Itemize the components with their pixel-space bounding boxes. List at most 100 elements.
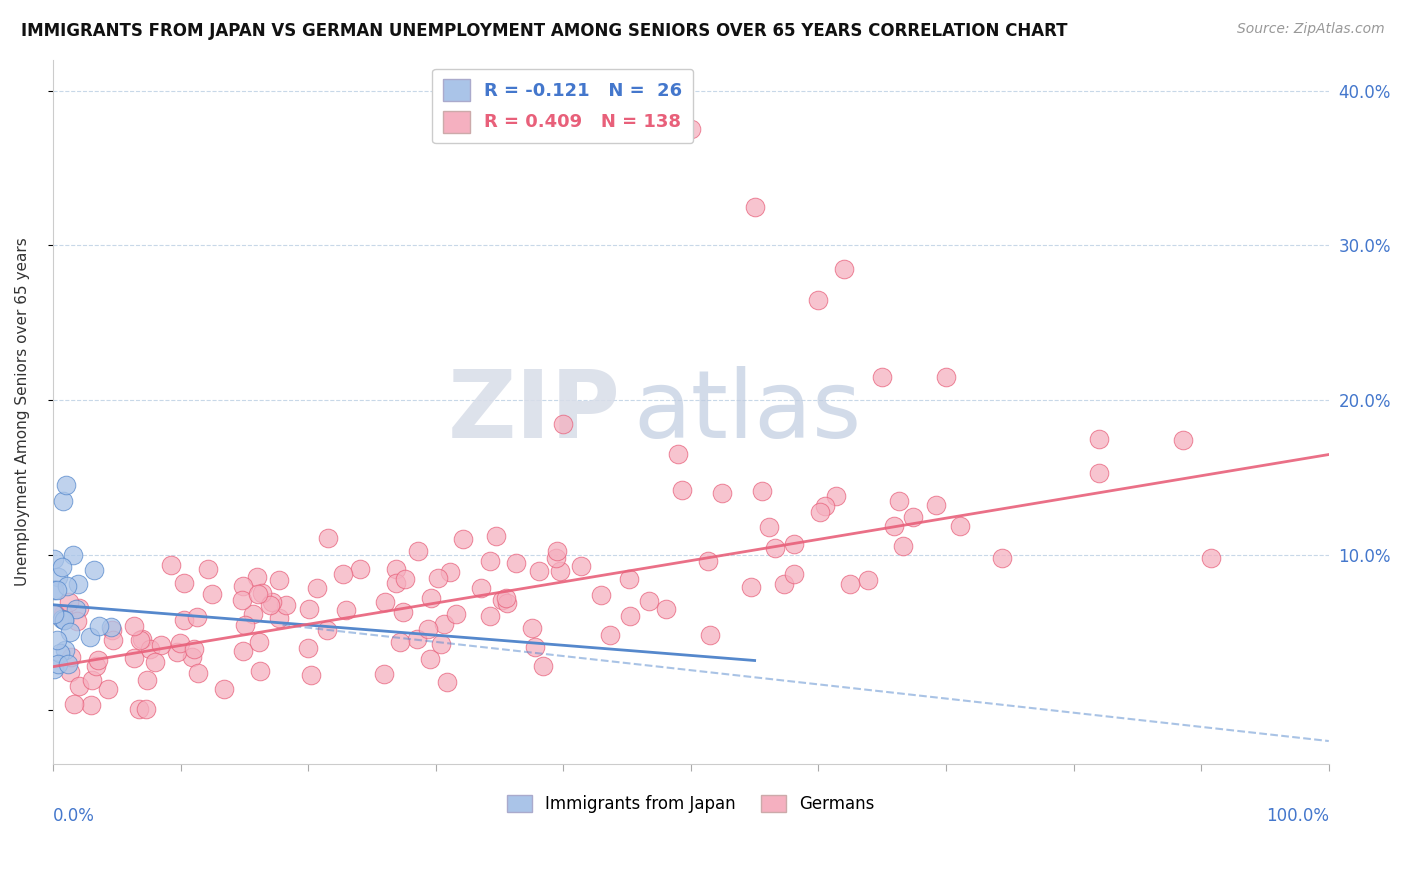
Point <box>569 558 592 573</box>
Point <box>531 659 554 673</box>
Point <box>173 576 195 591</box>
Point <box>249 664 271 678</box>
Point <box>436 675 458 690</box>
Point <box>129 632 152 647</box>
Point <box>307 581 329 595</box>
Point <box>274 598 297 612</box>
Point <box>269 574 291 588</box>
Point <box>315 624 337 638</box>
Point <box>150 638 173 652</box>
Point <box>259 599 281 613</box>
Point <box>187 666 209 681</box>
Point <box>79 630 101 644</box>
Point <box>599 628 621 642</box>
Point <box>232 579 254 593</box>
Point <box>58 594 80 608</box>
Point <box>470 581 492 595</box>
Point <box>86 659 108 673</box>
Point <box>740 580 762 594</box>
Point <box>505 556 527 570</box>
Point <box>751 484 773 499</box>
Point <box>765 541 787 555</box>
Point <box>406 543 429 558</box>
Point <box>832 261 855 276</box>
Point <box>100 620 122 634</box>
Point <box>83 564 105 578</box>
Point <box>758 520 780 534</box>
Point <box>544 551 567 566</box>
Point <box>44 607 66 622</box>
Point <box>247 635 270 649</box>
Point <box>439 565 461 579</box>
Point <box>773 577 796 591</box>
Point <box>419 591 441 605</box>
Point <box>246 587 269 601</box>
Point <box>44 583 66 598</box>
Point <box>181 650 204 665</box>
Point <box>495 591 517 605</box>
Point <box>1088 432 1111 446</box>
Point <box>62 697 84 711</box>
Point <box>44 662 66 676</box>
Point <box>949 519 972 533</box>
Point <box>1201 551 1223 566</box>
Point <box>66 577 89 591</box>
Point <box>128 701 150 715</box>
Text: 100.0%: 100.0% <box>1265 806 1329 824</box>
Point <box>419 651 441 665</box>
Point <box>349 562 371 576</box>
Point <box>82 673 104 688</box>
Legend: Immigrants from Japan, Germans: Immigrants from Japan, Germans <box>501 788 882 820</box>
Point <box>46 570 69 584</box>
Point <box>58 657 80 671</box>
Point <box>186 609 208 624</box>
Point <box>65 602 87 616</box>
Point <box>59 624 82 639</box>
Point <box>335 603 357 617</box>
Point <box>66 614 89 628</box>
Point <box>136 673 159 687</box>
Point <box>131 632 153 646</box>
Point <box>783 567 806 582</box>
Point <box>122 619 145 633</box>
Point <box>638 594 661 608</box>
Point <box>389 634 412 648</box>
Point <box>523 640 546 654</box>
Point <box>267 611 290 625</box>
Point <box>887 494 910 508</box>
Point <box>405 632 427 646</box>
Point <box>433 616 456 631</box>
Point <box>51 612 73 626</box>
Point <box>233 618 256 632</box>
Point <box>870 370 893 384</box>
Point <box>491 593 513 607</box>
Point <box>316 532 339 546</box>
Point <box>101 632 124 647</box>
Point <box>55 478 77 492</box>
Point <box>385 561 408 575</box>
Point <box>87 619 110 633</box>
Point <box>935 370 957 384</box>
Point <box>44 552 66 566</box>
Text: IMMIGRANTS FROM JAPAN VS GERMAN UNEMPLOYMENT AMONG SENIORS OVER 65 YEARS CORRELA: IMMIGRANTS FROM JAPAN VS GERMAN UNEMPLOY… <box>21 22 1067 40</box>
Point <box>891 540 914 554</box>
Point <box>44 607 66 622</box>
Point <box>242 607 264 622</box>
Point <box>51 560 73 574</box>
Point <box>384 576 406 591</box>
Point <box>619 609 641 624</box>
Point <box>666 447 689 461</box>
Point <box>297 641 319 656</box>
Point <box>699 628 721 642</box>
Point <box>883 519 905 533</box>
Text: atlas: atlas <box>634 366 862 458</box>
Point <box>671 483 693 498</box>
Point <box>197 562 219 576</box>
Y-axis label: Unemployment Among Seniors over 65 years: Unemployment Among Seniors over 65 years <box>15 237 30 586</box>
Point <box>45 583 67 598</box>
Point <box>427 571 450 585</box>
Point <box>697 554 720 568</box>
Point <box>52 494 75 508</box>
Point <box>201 587 224 601</box>
Point <box>496 597 519 611</box>
